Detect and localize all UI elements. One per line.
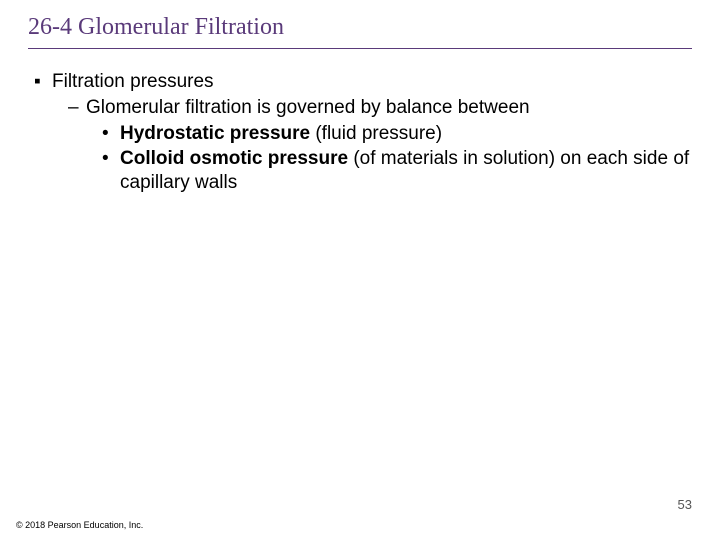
copyright-text: © 2018 Pearson Education, Inc. <box>16 520 143 530</box>
slide-title: 26-4 Glomerular Filtration <box>28 14 284 41</box>
bullet-level2: –Glomerular filtration is governed by ba… <box>28 96 692 120</box>
bullet-level3: •Hydrostatic pressure (fluid pressure) <box>28 122 692 146</box>
lvl2-text: Glomerular filtration is governed by bal… <box>86 97 530 118</box>
lvl3b-bold: Colloid osmotic pressure <box>120 148 348 169</box>
dot-bullet-icon: • <box>102 122 120 146</box>
title-underline <box>28 48 692 49</box>
page-number: 53 <box>678 497 692 512</box>
dot-bullet-icon: • <box>102 147 120 171</box>
square-bullet-icon: ▪ <box>34 70 52 94</box>
bullet-level1: ▪Filtration pressures <box>28 70 692 94</box>
slide-content: ▪Filtration pressures –Glomerular filtra… <box>28 70 692 197</box>
lvl3a-rest: (fluid pressure) <box>310 123 442 144</box>
bullet-level3: •Colloid osmotic pressure (of materials … <box>28 147 692 195</box>
lvl3a-bold: Hydrostatic pressure <box>120 123 310 144</box>
lvl1-text: Filtration pressures <box>52 71 214 92</box>
dash-bullet-icon: – <box>68 96 86 120</box>
